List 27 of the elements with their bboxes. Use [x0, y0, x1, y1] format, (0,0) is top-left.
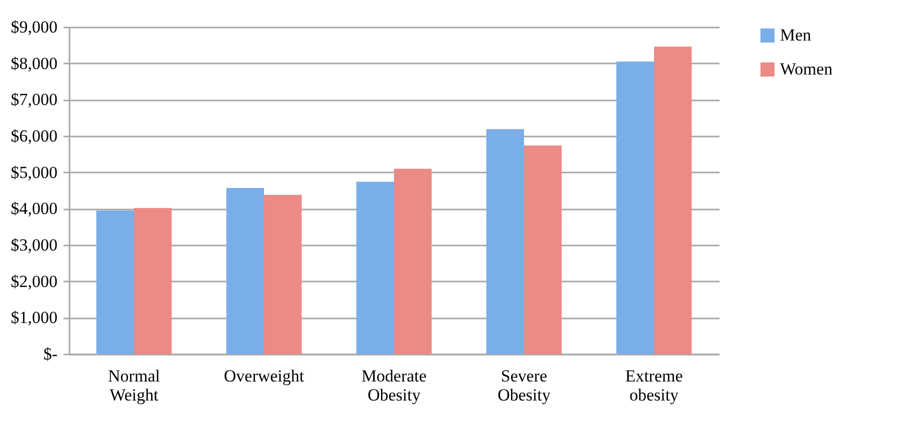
bar	[524, 145, 562, 354]
bar	[654, 46, 692, 354]
bar	[486, 129, 524, 354]
y-tick-label: $7,000	[10, 90, 58, 110]
y-tick-label: $4,000	[10, 199, 58, 218]
bar	[96, 210, 134, 354]
y-tick-label: $1,000	[10, 308, 58, 328]
y-tick-label: $-	[43, 344, 58, 364]
x-tick-label: Normal Weight	[108, 366, 160, 404]
legend-label: Men	[780, 26, 812, 44]
bar	[264, 194, 302, 354]
y-tick-label: $5,000	[10, 162, 58, 182]
y-tick-label: $2,000	[10, 272, 58, 291]
y-tick-label: $6,000	[10, 126, 58, 146]
y-tick-label: $9,000	[10, 18, 58, 36]
x-tick-label: Extreme obesity	[625, 366, 683, 404]
bar	[394, 168, 432, 354]
y-tick-label: $8,000	[10, 54, 58, 73]
x-tick-label: Severe Obesity	[498, 366, 551, 404]
legend-label: Women	[780, 60, 833, 78]
bar	[356, 182, 394, 354]
bar	[616, 62, 654, 354]
x-tick-label: Overweight	[224, 366, 304, 386]
bar	[134, 208, 172, 354]
y-tick-label: $3,000	[10, 236, 58, 254]
bar	[226, 188, 264, 354]
x-tick-label: Moderate Obesity	[361, 366, 427, 404]
